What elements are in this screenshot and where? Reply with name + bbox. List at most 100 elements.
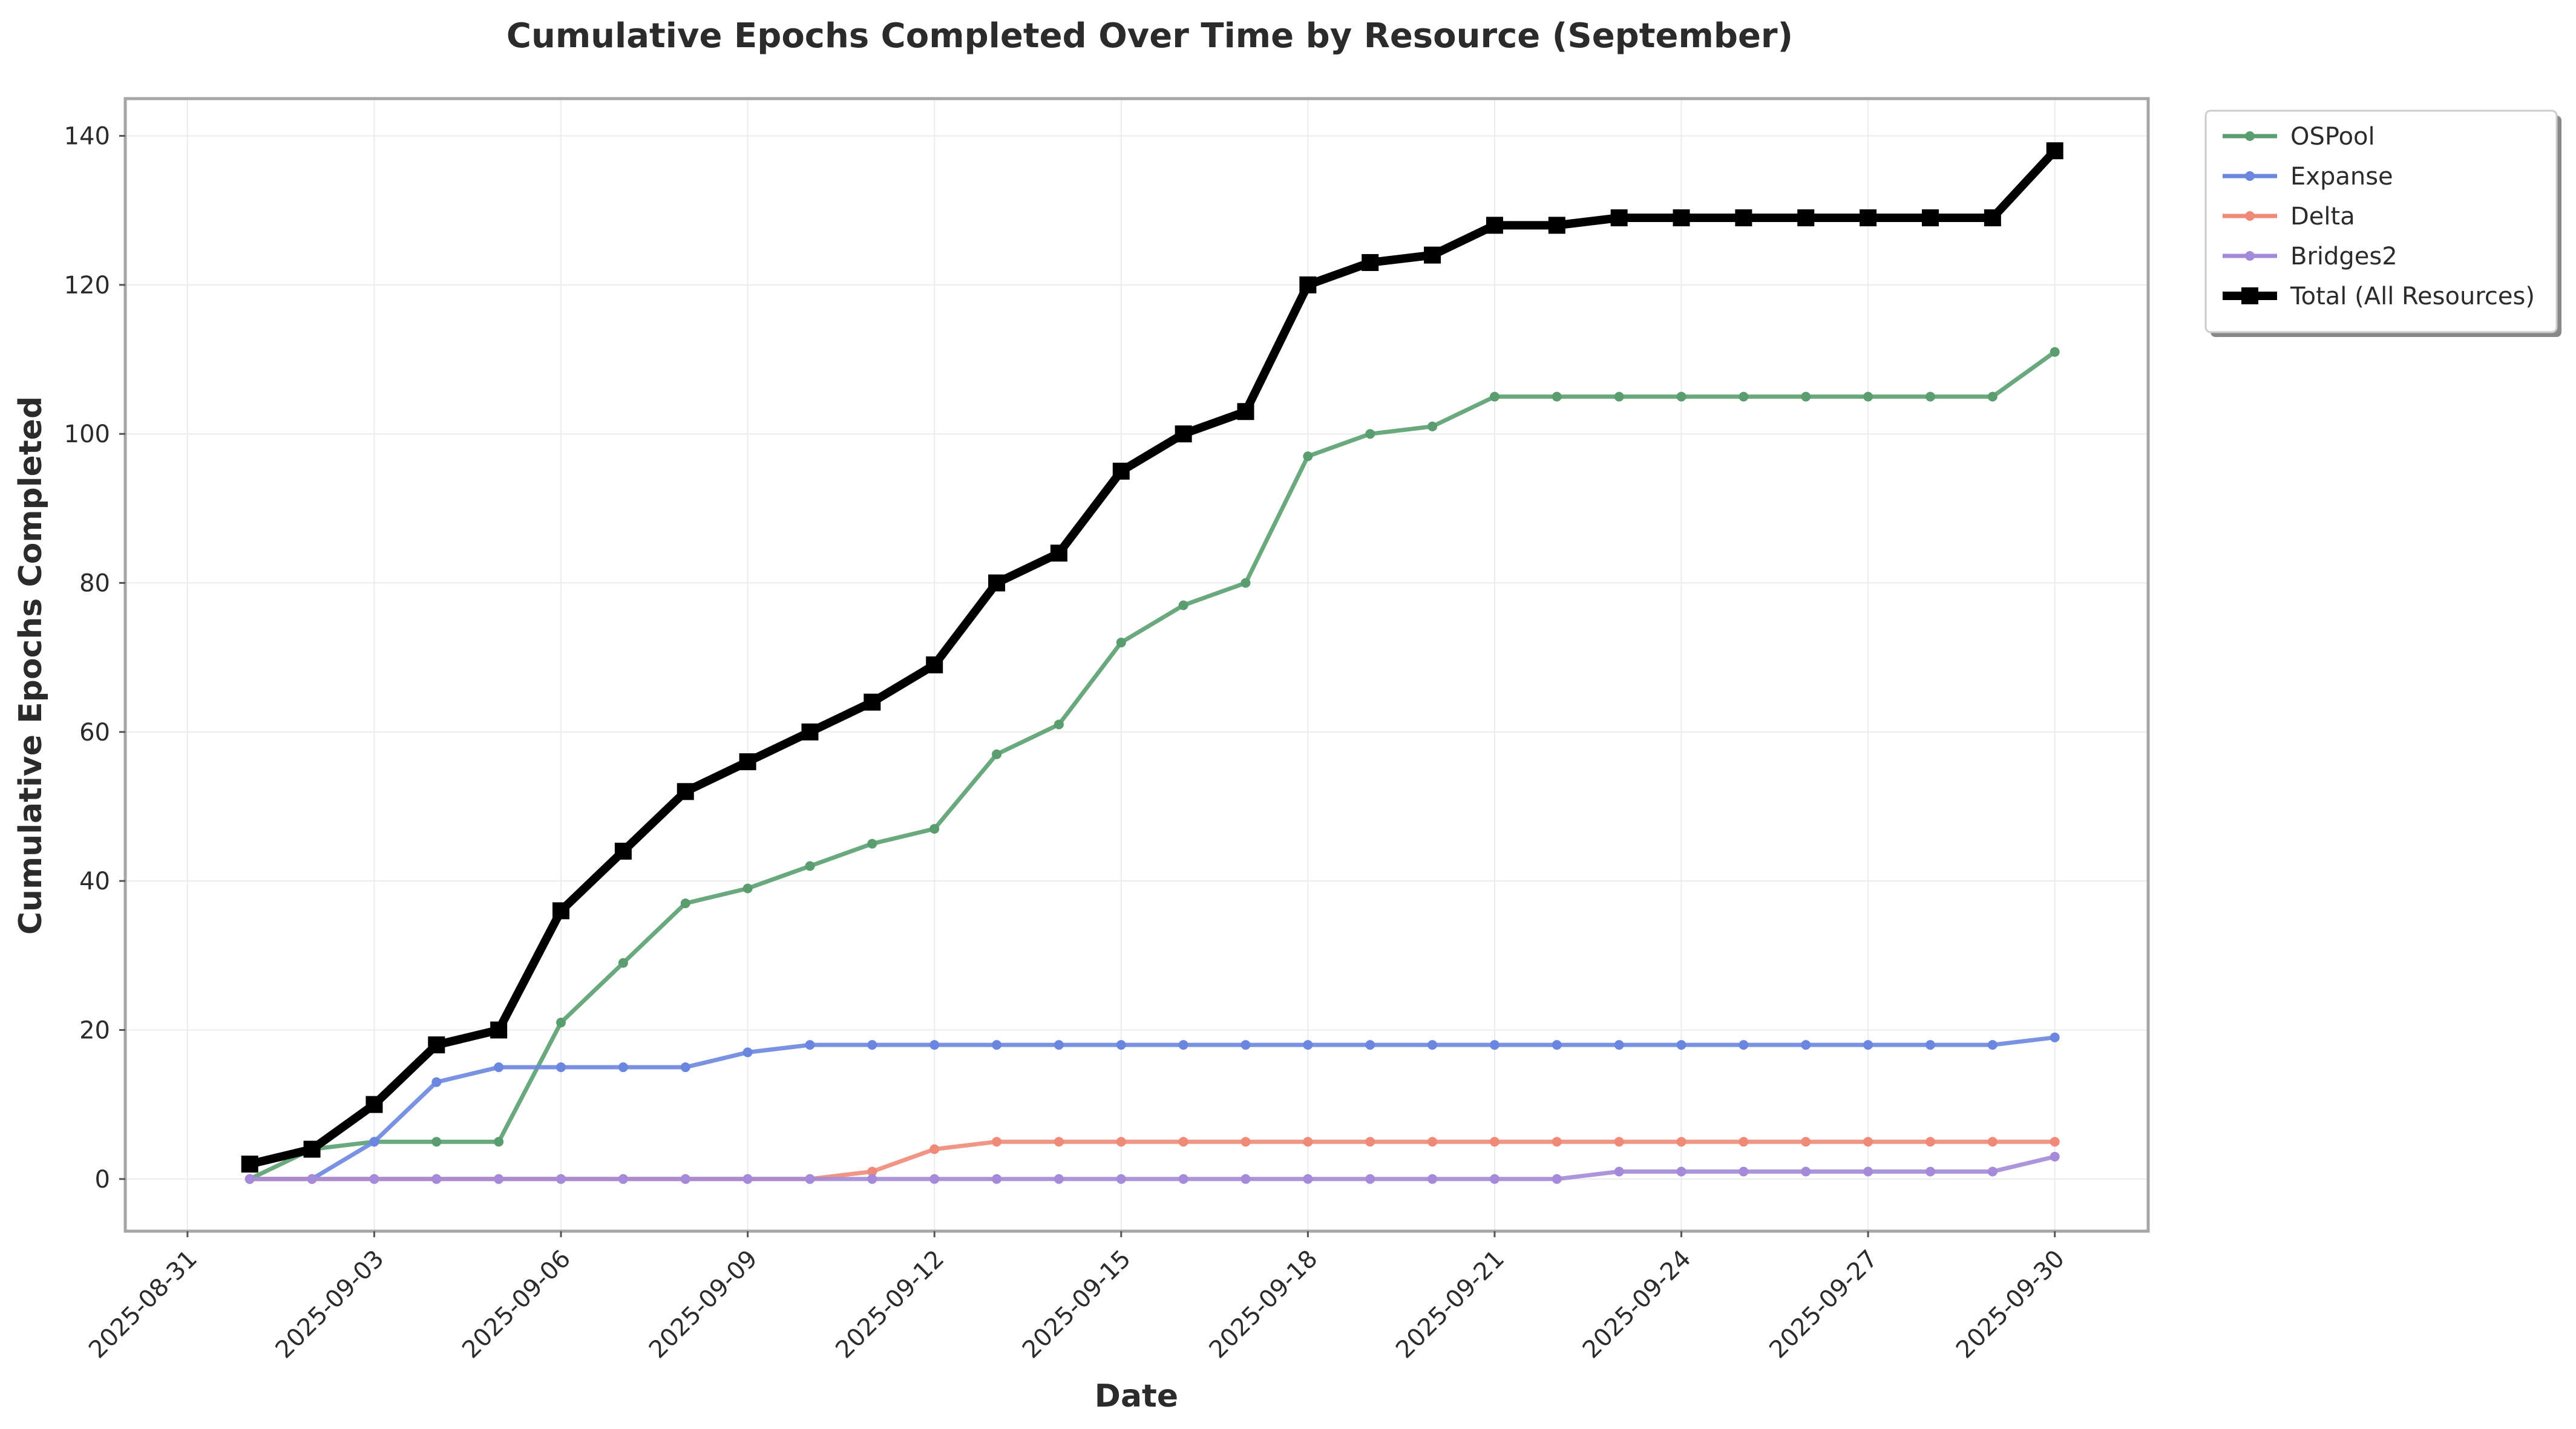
data-point	[867, 1166, 877, 1177]
data-point	[1427, 1040, 1438, 1050]
data-point	[1365, 1174, 1375, 1184]
data-point	[1676, 1137, 1686, 1147]
legend-label: OSPool	[2290, 123, 2375, 151]
plot-frame	[123, 97, 2150, 1233]
data-point	[1676, 1166, 1686, 1177]
data-point	[1365, 1137, 1375, 1147]
data-point	[1797, 209, 1815, 227]
data-point	[1050, 544, 1067, 562]
data-point	[490, 1021, 508, 1039]
data-point	[1240, 1174, 1251, 1184]
x-tick-label: 2025-09-18	[1204, 1245, 1323, 1364]
legend-label: Expanse	[2290, 163, 2393, 191]
data-point	[677, 783, 694, 800]
x-tick-label: 2025-09-09	[644, 1245, 763, 1364]
legend-label: Bridges2	[2290, 243, 2397, 270]
legend-label: Delta	[2290, 203, 2355, 231]
data-point	[1178, 1174, 1188, 1184]
x-tick-label: 2025-09-12	[830, 1245, 949, 1364]
x-axis: 2025-08-31 2025-09-03 2025-09-06 2025-09-09…	[84, 1231, 2070, 1364]
data-point	[1801, 1137, 1811, 1147]
data-point	[1299, 276, 1317, 293]
data-point	[1673, 209, 1690, 227]
y-tick-label: 20	[79, 1016, 110, 1044]
data-point	[369, 1137, 379, 1147]
series-layer	[241, 142, 2063, 1184]
data-point	[1987, 1137, 1998, 1147]
data-point	[303, 1140, 321, 1158]
legend-box	[2204, 110, 2558, 333]
data-point	[494, 1137, 504, 1147]
data-point	[614, 842, 632, 860]
data-point	[1548, 217, 1565, 234]
x-axis-label: Date	[1095, 1378, 1178, 1414]
data-point	[992, 749, 1002, 759]
data-point	[1984, 209, 2001, 227]
data-point	[365, 1096, 383, 1113]
data-point	[1054, 1137, 1064, 1147]
data-point	[992, 1137, 1002, 1147]
series-bridges2	[244, 1151, 2060, 1184]
chart-title: Cumulative Epochs Completed Over Time by…	[506, 16, 1793, 56]
data-point	[1676, 1040, 1686, 1050]
legend-swatch-marker	[2245, 131, 2255, 141]
x-tick-label: 2025-09-27	[1764, 1245, 1883, 1364]
data-point	[1614, 391, 1624, 402]
data-point	[2050, 1137, 2060, 1147]
data-point	[1614, 1040, 1624, 1050]
legend-swatch-marker	[2245, 211, 2255, 221]
series-ospool	[244, 347, 2060, 1184]
data-point	[552, 902, 570, 920]
data-point	[929, 1174, 940, 1184]
legend-entry: OSPool	[2223, 123, 2375, 151]
y-axis-label: Cumulative Epochs Completed	[13, 396, 49, 935]
series-line	[247, 350, 2057, 1182]
data-point	[1116, 1040, 1126, 1050]
data-point	[1112, 462, 1130, 480]
data-point	[1921, 209, 1939, 227]
data-point	[1303, 1040, 1313, 1050]
data-point	[1925, 391, 1935, 402]
data-point	[1054, 1040, 1064, 1050]
data-point	[1178, 600, 1188, 610]
legend-entry: Total (All Resources)	[2223, 283, 2535, 310]
data-point	[680, 1174, 690, 1184]
data-point	[1116, 1174, 1126, 1184]
series-line	[247, 1154, 2057, 1182]
data-point	[1801, 1166, 1811, 1177]
legend-entry: Bridges2	[2223, 243, 2397, 270]
data-point	[1614, 1137, 1624, 1147]
data-point	[2050, 347, 2060, 357]
data-point	[805, 861, 815, 871]
legend-swatch-marker	[2241, 287, 2258, 304]
y-axis: 0 20 40 60 80 100 120 140	[64, 123, 125, 1194]
x-tick-label: 2025-09-30	[1951, 1245, 2070, 1364]
y-tick-label: 140	[64, 123, 110, 151]
y-tick-label: 0	[95, 1166, 110, 1194]
data-point	[867, 1040, 877, 1050]
data-point	[431, 1137, 442, 1147]
series-total-all-resources	[241, 142, 2063, 1173]
data-point	[1178, 1137, 1188, 1147]
data-point	[494, 1174, 504, 1184]
data-point	[1054, 719, 1064, 730]
data-point	[556, 1018, 566, 1028]
data-point	[742, 883, 753, 894]
data-point	[428, 1036, 445, 1054]
data-point	[556, 1062, 566, 1073]
series-line	[247, 1035, 2057, 1182]
legend-swatch-marker	[2245, 171, 2255, 181]
data-point	[1925, 1166, 1935, 1177]
data-point	[1863, 1137, 1873, 1147]
data-point	[1739, 1137, 1749, 1147]
data-point	[241, 1156, 258, 1173]
data-point	[1614, 1166, 1624, 1177]
data-point	[1489, 391, 1499, 402]
x-tick-label: 2025-09-06	[457, 1245, 576, 1364]
data-point	[1303, 451, 1313, 462]
data-point	[929, 823, 940, 834]
data-point	[1365, 429, 1375, 439]
data-point	[1365, 1040, 1375, 1050]
data-point	[1801, 1040, 1811, 1050]
